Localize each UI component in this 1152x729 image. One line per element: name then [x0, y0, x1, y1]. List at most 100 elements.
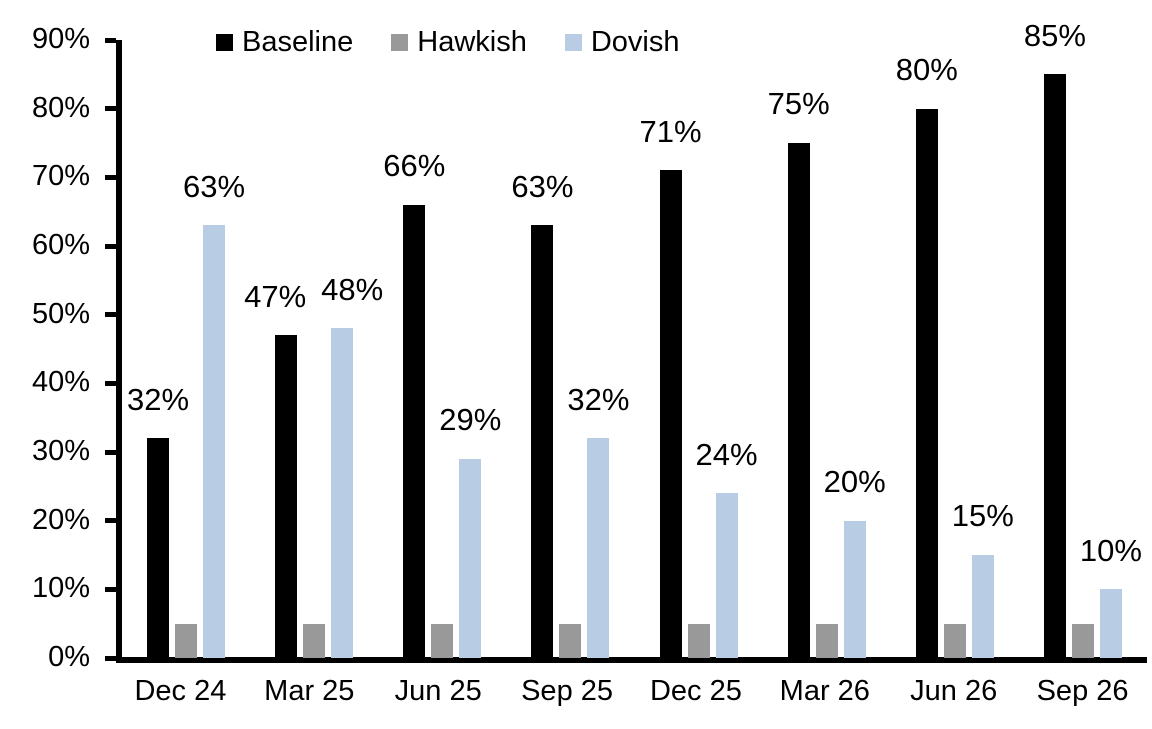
data-label: 32% [127, 381, 190, 417]
y-axis-tick-label: 70% [31, 160, 90, 193]
dovish-bar [843, 520, 866, 658]
hawkish-bar [1071, 623, 1094, 658]
y-axis-tick-label: 90% [31, 23, 90, 55]
x-axis-label: Sep 25 [521, 675, 614, 707]
y-axis-tick [105, 106, 116, 112]
y-axis-tick [105, 312, 116, 318]
x-axis-label: Mar 26 [779, 675, 870, 707]
y-axis-tick [105, 655, 116, 661]
legend-swatch-dovish [564, 34, 582, 52]
data-label: 71% [639, 113, 702, 149]
y-axis-tick-label: 0% [48, 641, 90, 673]
y-axis-tick-label: 80% [31, 91, 90, 124]
data-label: 66% [383, 148, 446, 184]
data-label: 32% [567, 381, 630, 417]
baseline-bar-slot: 75% [768, 40, 830, 658]
bar-group: 47% 48% [244, 40, 383, 658]
dovish-bar [971, 555, 994, 658]
baseline-bar-slot: 47% [244, 40, 306, 658]
data-label: 47% [244, 278, 307, 314]
y-axis-tick-label: 30% [31, 435, 90, 467]
baseline-bar-slot: 63% [511, 40, 573, 658]
baseline-bar [787, 143, 810, 658]
legend-label: Hawkish [417, 26, 527, 58]
x-axis-line [116, 657, 1147, 663]
x-axis-label: Dec 24 [134, 675, 227, 707]
baseline-bar-slot: 80% [896, 40, 958, 658]
bar-group: 75% 20% [763, 40, 891, 658]
hawkish-bar-slot [175, 40, 198, 658]
hawkish-bar-slot [431, 40, 454, 658]
legend-item-hawkish: Hawkish [391, 26, 527, 59]
data-label: 24% [695, 436, 758, 472]
plot-area: 32% 63% 47% 48% 66% 29% 63% 32% 71% 24% 75% 20% 80% 1… [122, 19, 1147, 658]
dovish-bar-slot: 48% [321, 40, 383, 658]
y-axis-tick [105, 37, 116, 43]
x-axis-label: Mar 25 [264, 675, 355, 707]
bar-group: 85% 10% [1019, 19, 1147, 658]
dovish-bar-slot: 63% [183, 40, 245, 658]
y-axis-tick-label: 40% [31, 366, 90, 399]
y-axis-tick-label: 50% [31, 297, 90, 330]
bar-group: 32% 63% [122, 40, 250, 658]
dovish-bar-slot: 29% [439, 40, 501, 658]
hawkish-bar [815, 623, 838, 658]
dovish-bar [1099, 589, 1122, 658]
hawkish-bar [559, 623, 582, 658]
y-axis-tick [105, 380, 116, 386]
dovish-bar [459, 458, 482, 658]
dovish-bar [331, 328, 354, 658]
x-axis-label: Jun 25 [394, 675, 482, 707]
bar-group: 66% 29% [378, 40, 506, 658]
hawkish-bar-slot [687, 40, 710, 658]
x-axis-label: Sep 26 [1036, 675, 1129, 707]
baseline-bar [531, 225, 554, 658]
data-label: 10% [1079, 532, 1142, 568]
legend-item-dovish: Dovish [564, 26, 680, 59]
hawkish-bar [303, 623, 326, 658]
data-label: 15% [951, 498, 1014, 534]
legend-label: Baseline [242, 26, 354, 58]
data-label: 20% [823, 464, 886, 500]
x-axis-label: Dec 25 [649, 675, 742, 707]
y-axis-tick-label: 10% [31, 572, 90, 605]
data-label: 75% [767, 86, 830, 122]
bar-group: 63% 32% [506, 40, 634, 658]
dovish-bar [715, 493, 738, 658]
bar-group: 80% 15% [891, 40, 1019, 658]
hawkish-bar-slot [1071, 40, 1094, 658]
baseline-bar [1043, 74, 1066, 658]
dovish-bar [587, 438, 610, 658]
bar-group: 71% 24% [635, 40, 763, 658]
baseline-bar-slot: 32% [127, 40, 189, 658]
hawkish-bar [687, 623, 710, 658]
baseline-bar-slot: 66% [383, 40, 445, 658]
baseline-bar [403, 204, 426, 658]
y-axis-tick [105, 518, 116, 524]
y-axis-tick-label: 60% [31, 229, 90, 261]
data-label: 63% [183, 168, 246, 204]
hawkish-bar [431, 623, 454, 658]
y-axis-tick-label: 20% [31, 503, 90, 536]
hawkish-bar [175, 623, 198, 658]
legend-label: Dovish [590, 26, 680, 58]
dovish-bar-slot: 20% [824, 40, 886, 658]
y-axis-tick [105, 243, 116, 249]
hawkish-bar [943, 623, 966, 658]
legend-swatch-hawkish [391, 34, 409, 52]
dovish-bar [203, 225, 226, 658]
hawkish-bar-slot [815, 40, 838, 658]
x-axis-label: Jun 26 [910, 675, 998, 707]
hawkish-bar-slot [559, 40, 582, 658]
legend-item-baseline: Baseline [216, 26, 354, 59]
baseline-bar [147, 438, 170, 658]
baseline-bar [275, 335, 298, 658]
data-label: 63% [511, 168, 574, 204]
dovish-bar-slot: 32% [567, 40, 629, 658]
dovish-bar-slot: 24% [696, 40, 758, 658]
data-label: 29% [439, 402, 502, 438]
dovish-bar-slot: 15% [952, 40, 1014, 658]
y-axis-tick [105, 174, 116, 180]
y-axis-tick [105, 449, 116, 455]
